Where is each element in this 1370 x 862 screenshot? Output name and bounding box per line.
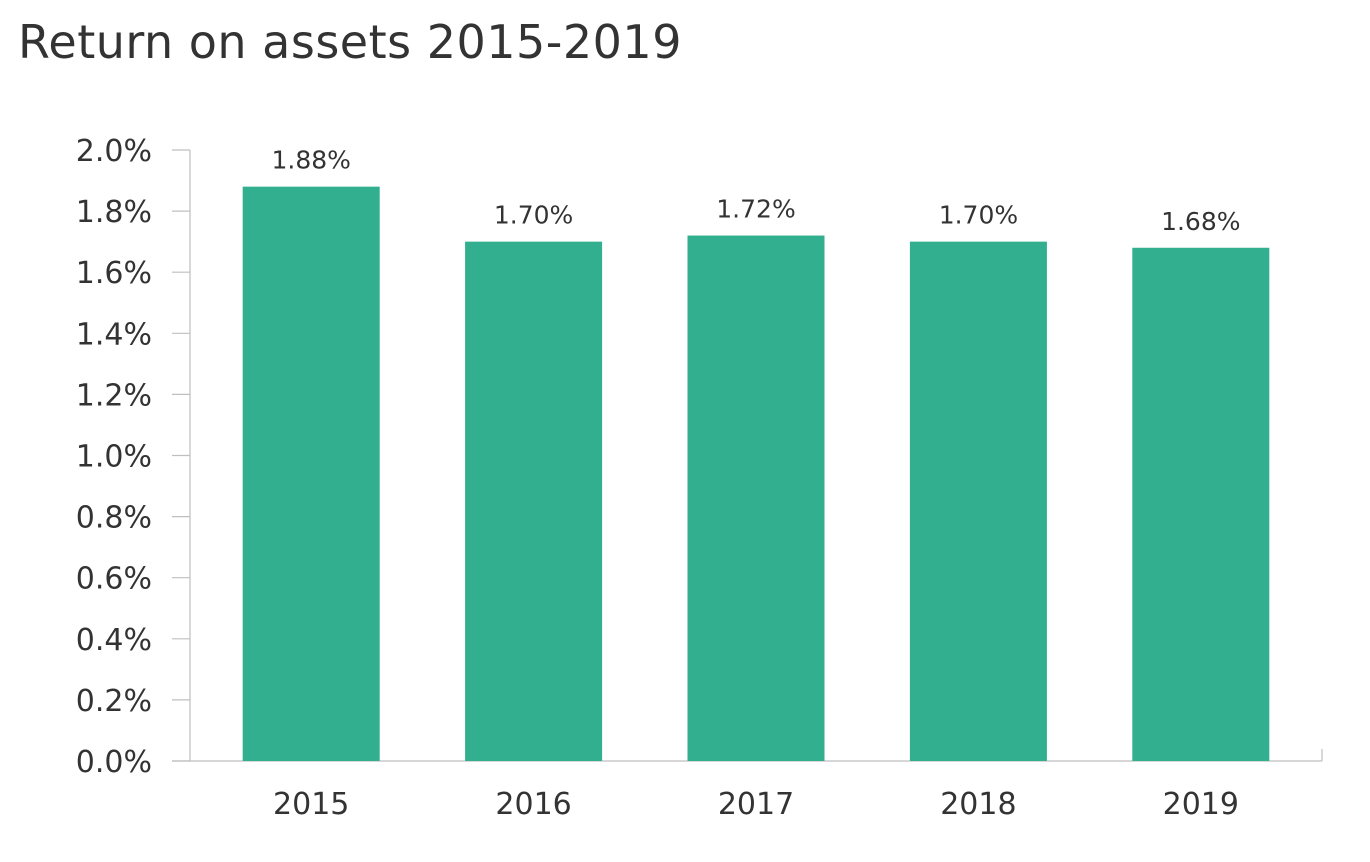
bar-2018: [909, 241, 1047, 761]
x-tick-label: 2018: [940, 787, 1016, 822]
bar-2017: [687, 235, 825, 762]
data-labels: 1.88% 1.70% 1.72% 1.70% 1.68%: [271, 146, 1240, 236]
x-tick-label: 2015: [273, 787, 349, 822]
data-label: 1.70%: [494, 201, 573, 230]
data-label: 1.68%: [1161, 207, 1240, 236]
data-label: 1.88%: [271, 146, 350, 175]
y-axis: 0.0% 0.2% 0.4% 0.6% 0.8% 1.0% 1.2% 1.4% 1.6% 1.8%…: [76, 134, 191, 780]
x-tick-label: 2016: [495, 787, 571, 822]
data-label: 1.70%: [939, 201, 1018, 230]
y-tick-label: 0.6%: [76, 562, 152, 597]
chart-title: Return on assets 2015-2019: [18, 15, 682, 69]
x-axis: 2015 2016 2017 2018 2019: [172, 749, 1323, 822]
bar-2015: [242, 186, 380, 761]
y-tick-label: 1.4%: [76, 317, 152, 352]
y-tick-label: 0.4%: [76, 623, 152, 658]
bars: [242, 186, 1270, 762]
y-tick-label: 2.0%: [76, 134, 152, 169]
y-tick-label: 1.0%: [76, 440, 152, 475]
x-tick-label: 2019: [1163, 787, 1239, 822]
y-tick-label: 1.8%: [76, 195, 152, 230]
x-tick-label: 2017: [718, 787, 794, 822]
y-tick-label: 0.8%: [76, 501, 152, 536]
y-tick-label: 1.6%: [76, 256, 152, 291]
y-tick-label: 0.0%: [76, 745, 152, 780]
y-tick-label: 1.2%: [76, 378, 152, 413]
bar-2019: [1132, 247, 1270, 761]
data-label: 1.72%: [716, 195, 795, 224]
y-tick-label: 0.2%: [76, 684, 152, 719]
bar-2016: [465, 241, 603, 761]
